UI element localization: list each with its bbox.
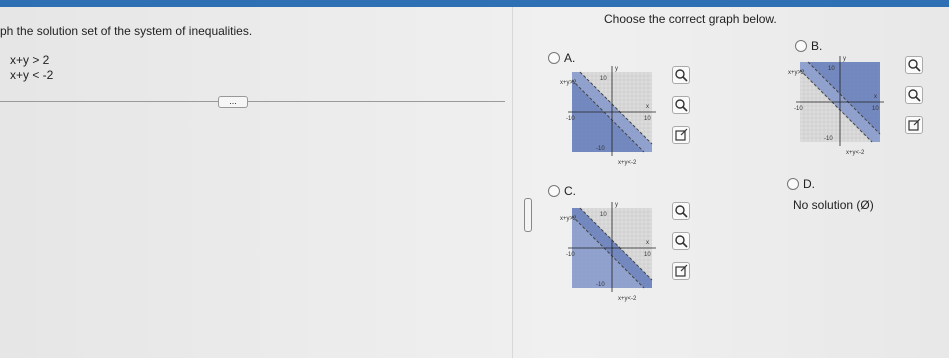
axis-number: 10: [600, 212, 607, 218]
axis-number: 10: [644, 116, 651, 122]
axis-number: -10: [566, 116, 575, 122]
option-letter: B.: [811, 39, 823, 53]
graph-label: x+y>2: [560, 80, 577, 86]
inequality: x+y < -2: [10, 68, 54, 82]
popout: [675, 266, 686, 277]
axis-number: 10: [600, 76, 607, 82]
icon-glyph: [675, 205, 688, 218]
axis-number: -10: [596, 282, 605, 288]
magnifier-handle: [915, 66, 921, 72]
boundary: [571, 79, 645, 153]
magnifier: [675, 205, 685, 215]
option-letter: A.: [564, 51, 576, 65]
tool-icon[interactable]: [672, 126, 690, 144]
icon-glyph: [675, 235, 688, 248]
tool-icon[interactable]: [672, 96, 690, 114]
axis-label: x: [874, 94, 877, 100]
axis-label: x: [646, 240, 649, 246]
icon-glyph: [908, 59, 921, 72]
option-letter: C.: [564, 184, 576, 198]
icon-glyph: [675, 69, 688, 82]
magnifier: [675, 69, 685, 79]
graph: x+y>2 x+y<-2 y x 10 10 -10 -10: [560, 66, 656, 166]
option-letter: D.: [803, 177, 815, 191]
magnifier-handle: [682, 212, 688, 218]
radio-a[interactable]: [548, 52, 560, 64]
icon-glyph: [908, 118, 921, 131]
axis-number: -10: [794, 106, 803, 112]
popout-arrow: [680, 128, 688, 136]
popout: [675, 130, 686, 141]
axis-label: x: [646, 104, 649, 110]
prompt: Choose the correct graph below.: [604, 12, 777, 26]
magnifier-handle: [682, 242, 688, 248]
tool-icon[interactable]: [905, 116, 923, 134]
magnifier: [908, 59, 918, 69]
magnifier-handle: [682, 106, 688, 112]
axis-label: y: [615, 202, 618, 208]
boundary: [579, 207, 653, 281]
graph-label: x+y<-2: [618, 296, 637, 302]
icon-glyph: [908, 89, 921, 102]
icon-glyph: [675, 264, 688, 277]
tool-icon[interactable]: [672, 202, 690, 220]
axis-label: y: [615, 66, 618, 72]
tool-icon[interactable]: [905, 56, 923, 74]
tool-icon[interactable]: [672, 66, 690, 84]
radio-d[interactable]: [787, 178, 799, 190]
axis-number: 10: [644, 252, 651, 258]
radio-c[interactable]: [548, 185, 560, 197]
option-text: No solution (Ø): [793, 198, 874, 212]
axis-number: -10: [596, 146, 605, 152]
graph-label: x+y>2: [788, 70, 805, 76]
magnifier: [675, 235, 685, 245]
separator: [512, 7, 513, 358]
graph-label: x+y>2: [560, 216, 577, 222]
inequality: x+y > 2: [10, 53, 50, 67]
axis-number: -10: [824, 136, 833, 142]
top-bar: [0, 0, 949, 7]
magnifier: [908, 89, 918, 99]
instruction: ph the solution set of the system of ine…: [0, 24, 253, 38]
popout-arrow: [913, 118, 921, 126]
tool-icon[interactable]: [672, 262, 690, 280]
graph: x+y>2 x+y<-2 y x 10 10 -10 -10: [560, 202, 656, 302]
graph: x+y>2 x+y<-2 y x 10 10 -10 -10: [788, 56, 884, 156]
tool-icon[interactable]: [672, 232, 690, 250]
graph-label: x+y<-2: [846, 150, 865, 156]
divider: [0, 101, 505, 102]
axis-number: 10: [828, 66, 835, 72]
icon-glyph: [675, 128, 688, 141]
magnifier: [675, 99, 685, 109]
icon-glyph: [675, 99, 688, 112]
radio-b[interactable]: [795, 40, 807, 52]
axis-number: 10: [872, 106, 879, 112]
graph-label: x+y<-2: [618, 160, 637, 166]
boundary: [799, 69, 873, 143]
popout-arrow: [680, 264, 688, 272]
boundary: [579, 71, 653, 145]
magnifier-handle: [682, 76, 688, 82]
tool-icon[interactable]: [905, 86, 923, 104]
magnifier-handle: [915, 96, 921, 102]
more-button[interactable]: ...: [218, 96, 248, 108]
boundary: [807, 61, 881, 135]
boundary: [571, 215, 645, 289]
axis-label: y: [843, 56, 846, 62]
scroll-handle: [524, 198, 532, 232]
axis-number: -10: [566, 252, 575, 258]
popout: [908, 120, 919, 131]
